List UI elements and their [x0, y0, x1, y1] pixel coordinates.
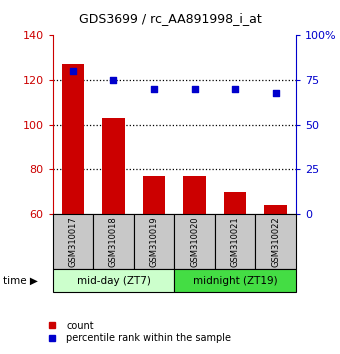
FancyBboxPatch shape: [174, 269, 296, 292]
Text: GSM310022: GSM310022: [271, 216, 280, 267]
Text: mid-day (ZT7): mid-day (ZT7): [76, 275, 150, 286]
FancyBboxPatch shape: [53, 214, 93, 269]
FancyBboxPatch shape: [255, 214, 296, 269]
Text: time ▶: time ▶: [3, 275, 38, 286]
FancyBboxPatch shape: [174, 214, 215, 269]
Bar: [102, 118, 125, 214]
Point: [232, 86, 238, 92]
Text: GSM310017: GSM310017: [68, 216, 78, 267]
FancyBboxPatch shape: [93, 214, 134, 269]
Legend: count, percentile rank within the sample: count, percentile rank within the sample: [39, 317, 235, 347]
Text: GSM310021: GSM310021: [231, 216, 239, 267]
FancyBboxPatch shape: [215, 214, 255, 269]
Point: [192, 86, 197, 92]
Bar: [265, 205, 287, 214]
FancyBboxPatch shape: [134, 214, 174, 269]
Text: GSM310018: GSM310018: [109, 216, 118, 267]
Bar: [62, 64, 84, 214]
Bar: [224, 192, 246, 214]
Text: GSM310019: GSM310019: [150, 216, 158, 267]
Bar: [183, 176, 206, 214]
Text: midnight (ZT19): midnight (ZT19): [193, 275, 277, 286]
Bar: [143, 176, 165, 214]
FancyBboxPatch shape: [53, 269, 174, 292]
Point: [111, 77, 116, 83]
Point: [151, 86, 157, 92]
Text: GDS3699 / rc_AA891998_i_at: GDS3699 / rc_AA891998_i_at: [79, 12, 261, 25]
Point: [273, 90, 278, 96]
Text: GSM310020: GSM310020: [190, 216, 199, 267]
Point: [70, 68, 76, 74]
